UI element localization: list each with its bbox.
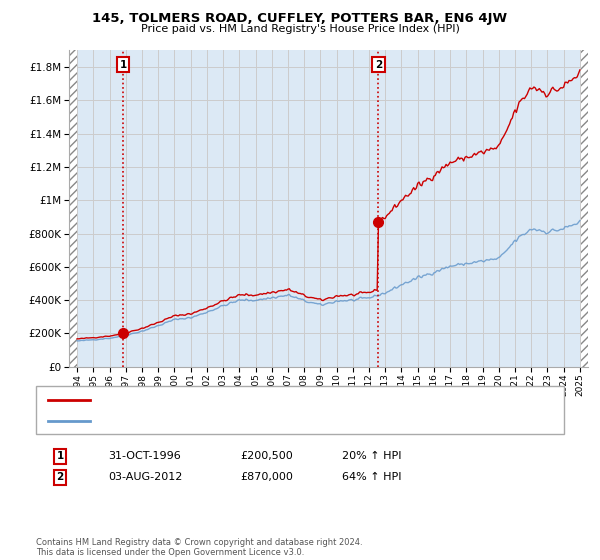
Text: 20% ↑ HPI: 20% ↑ HPI: [342, 451, 401, 461]
Text: 1: 1: [119, 59, 127, 69]
Text: 03-AUG-2012: 03-AUG-2012: [108, 472, 182, 482]
Text: Contains HM Land Registry data © Crown copyright and database right 2024.
This d: Contains HM Land Registry data © Crown c…: [36, 538, 362, 557]
Text: 145, TOLMERS ROAD, CUFFLEY, POTTERS BAR, EN6 4JW: 145, TOLMERS ROAD, CUFFLEY, POTTERS BAR,…: [92, 12, 508, 25]
Text: 2: 2: [375, 59, 382, 69]
Text: 31-OCT-1996: 31-OCT-1996: [108, 451, 181, 461]
Bar: [581, 50, 588, 367]
Text: £870,000: £870,000: [240, 472, 293, 482]
Text: £200,500: £200,500: [240, 451, 293, 461]
Text: HPI: Average price, detached house, Welwyn Hatfield: HPI: Average price, detached house, Welw…: [99, 416, 359, 426]
Text: 145, TOLMERS ROAD, CUFFLEY, POTTERS BAR, EN6 4JW (detached house): 145, TOLMERS ROAD, CUFFLEY, POTTERS BAR,…: [99, 395, 462, 405]
Text: 1: 1: [56, 451, 64, 461]
Text: Price paid vs. HM Land Registry's House Price Index (HPI): Price paid vs. HM Land Registry's House …: [140, 24, 460, 34]
Bar: [69, 50, 77, 367]
Text: 2: 2: [56, 472, 64, 482]
Text: 64% ↑ HPI: 64% ↑ HPI: [342, 472, 401, 482]
